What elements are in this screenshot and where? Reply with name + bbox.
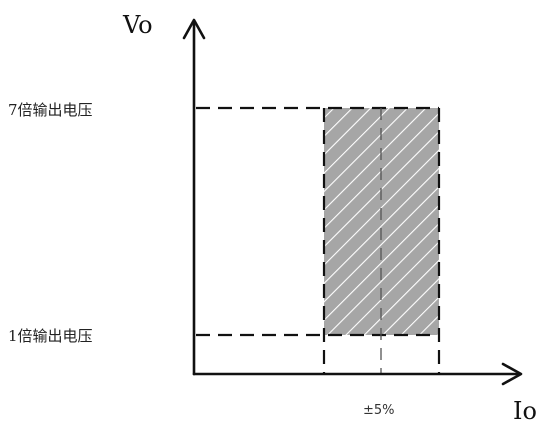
lower-level-label: 1倍输出电压 — [8, 327, 93, 345]
x-axis-label: Io — [513, 397, 537, 422]
upper-level-label: 7倍输出电压 — [8, 101, 93, 119]
y-axis-label: Vo — [122, 11, 153, 39]
operating-region — [324, 108, 439, 335]
tolerance-label: ±5% — [363, 403, 395, 418]
y-axis-arrowhead — [182, 18, 206, 40]
x-axis-arrowhead — [501, 362, 523, 386]
